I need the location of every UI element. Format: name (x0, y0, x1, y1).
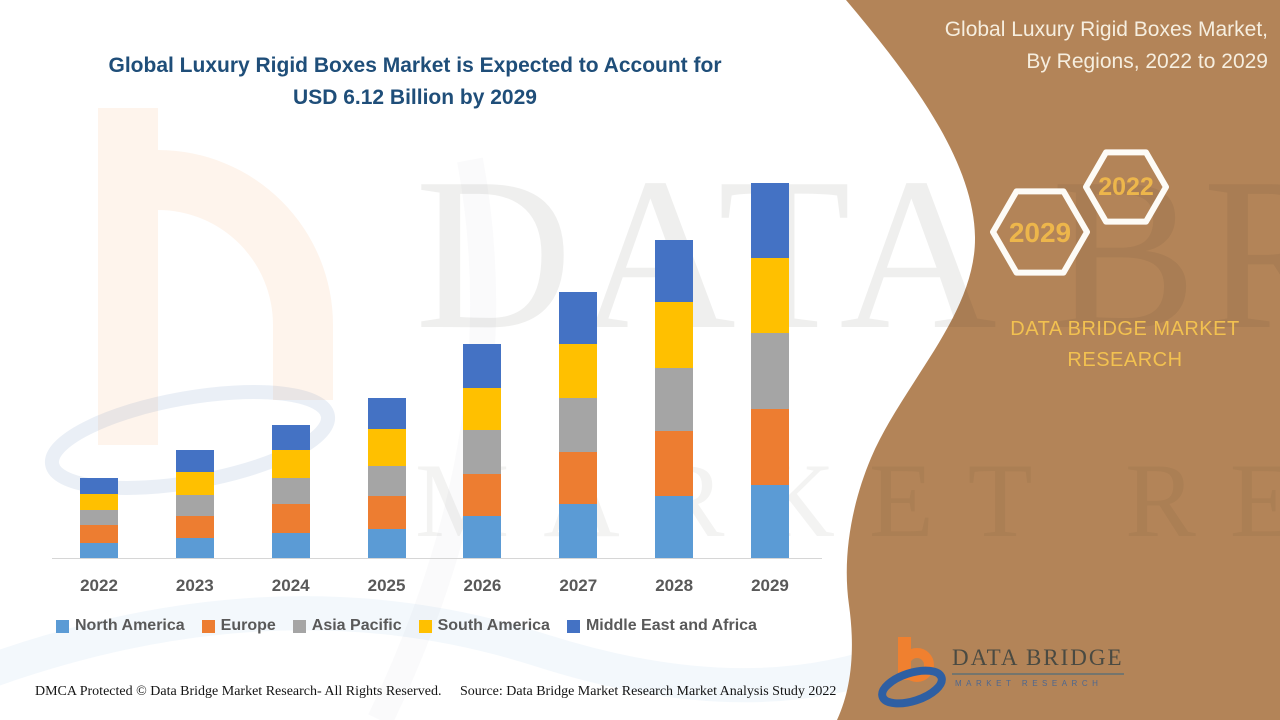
legend-item: Europe (201, 617, 276, 635)
bar-segment-south-america (655, 302, 694, 368)
sidebar-brand-text: DATA BRIDGE MARKET RESEARCH (985, 314, 1265, 376)
bar-segment-middle-east-and-africa (367, 397, 406, 430)
hexagon-2022-label: 2022 (1098, 173, 1154, 201)
bar-segment-asia-pacific (463, 430, 502, 474)
bar-segment-north-america (80, 542, 118, 558)
bar-segment-middle-east-and-africa (271, 425, 310, 451)
bar-segment-south-america (271, 450, 310, 478)
x-axis-label: 2025 (367, 576, 406, 595)
bar-segment-europe (367, 495, 406, 529)
footer-dmca-text: DMCA Protected © Data Bridge Market Rese… (35, 684, 442, 699)
legend-swatch (566, 619, 580, 633)
x-axis-line (52, 558, 822, 559)
bar-segment-north-america (367, 528, 406, 558)
legend-label: Europe (220, 617, 276, 634)
bar-segment-europe (80, 524, 118, 543)
sidebar-brand-line1: DATA BRIDGE MARKET (1010, 318, 1240, 340)
bar-segment-asia-pacific (367, 465, 406, 496)
sidebar-title-line1: Global Luxury Rigid Boxes Market, (944, 18, 1268, 41)
bar-segment-north-america (559, 503, 598, 558)
bar-segment-asia-pacific (271, 477, 310, 505)
logo-wordmark: DATA BRIDGE (952, 645, 1124, 675)
bar-segment-south-america (750, 258, 789, 334)
legend-label: North America (75, 617, 185, 634)
bar-segment-north-america (750, 484, 789, 558)
hexagon-2022: 2022 (1083, 149, 1169, 225)
legend-item: South America (418, 617, 550, 635)
bar-segment-south-america (367, 429, 406, 466)
bar-segment-asia-pacific (559, 398, 598, 452)
legend-label: Asia Pacific (311, 617, 402, 634)
sidebar-title: Global Luxury Rigid Boxes Market, By Reg… (860, 14, 1268, 78)
bar-segment-south-america (175, 472, 214, 495)
bar-segment-middle-east-and-africa (559, 292, 598, 345)
bar-segment-europe (463, 473, 502, 517)
bar-segment-europe (655, 430, 694, 497)
sidebar-brand-line2: RESEARCH (1067, 349, 1183, 371)
x-axis-label: 2022 (80, 576, 118, 595)
bar-segment-asia-pacific (750, 333, 789, 410)
chart-title-line1: Global Luxury Rigid Boxes Market is Expe… (108, 54, 722, 77)
bar-segment-asia-pacific (175, 494, 214, 516)
watermark-b-bowl (158, 150, 333, 400)
chart-title-line2: USD 6.12 Billion by 2029 (293, 86, 537, 109)
legend-swatch (201, 619, 215, 633)
legend: North America Europe Asia Pacific South Ame… (56, 617, 757, 635)
bar-segment-europe (750, 409, 789, 485)
legend-item: North America (56, 617, 185, 635)
x-axis-label: 2023 (175, 576, 214, 595)
watermark-b-stem (98, 108, 158, 445)
x-axis-label: 2028 (655, 576, 694, 595)
bar-segment-asia-pacific (80, 510, 118, 525)
x-axis-label: 2027 (559, 576, 598, 595)
bar-segment-middle-east-and-africa (80, 478, 118, 495)
bar-segment-asia-pacific (655, 367, 694, 431)
x-axis-label: 2024 (271, 576, 310, 595)
legend-label: Middle East and Africa (585, 617, 757, 634)
legend-swatch (418, 619, 432, 633)
bar-segment-middle-east-and-africa (175, 450, 214, 473)
legend-item: Middle East and Africa (566, 617, 757, 635)
logo-subtext: MARKET RESEARCH (955, 679, 1103, 688)
hexagon-2029-label: 2029 (1009, 217, 1071, 248)
footer-source-text: Source: Data Bridge Market Research Mark… (460, 684, 837, 699)
bar-segment-north-america (463, 516, 502, 558)
bar-segment-europe (559, 451, 598, 504)
bar-segment-europe (271, 504, 310, 533)
bar-segment-south-america (80, 494, 118, 511)
bar-segment-north-america (271, 532, 310, 558)
bar-segment-middle-east-and-africa (463, 344, 502, 388)
chart-title: Global Luxury Rigid Boxes Market is Expe… (60, 50, 770, 114)
sidebar-title-line2: By Regions, 2022 to 2029 (1026, 50, 1268, 73)
legend-swatch (292, 619, 306, 633)
legend-item: Asia Pacific (292, 617, 402, 635)
legend-swatch (56, 619, 69, 633)
bar-segment-north-america (175, 537, 214, 558)
bar-segment-south-america (559, 344, 598, 399)
bar-segment-middle-east-and-africa (750, 183, 789, 259)
x-axis-label: 2026 (463, 576, 502, 595)
legend-label: South America (437, 617, 550, 634)
hexagon-2029: 2029 (990, 188, 1090, 276)
bar-segment-europe (175, 515, 214, 538)
bar-segment-north-america (655, 496, 694, 558)
x-axis-label: 2029 (751, 576, 789, 595)
bar-segment-south-america (463, 387, 502, 431)
bar-segment-middle-east-and-africa (655, 239, 694, 303)
